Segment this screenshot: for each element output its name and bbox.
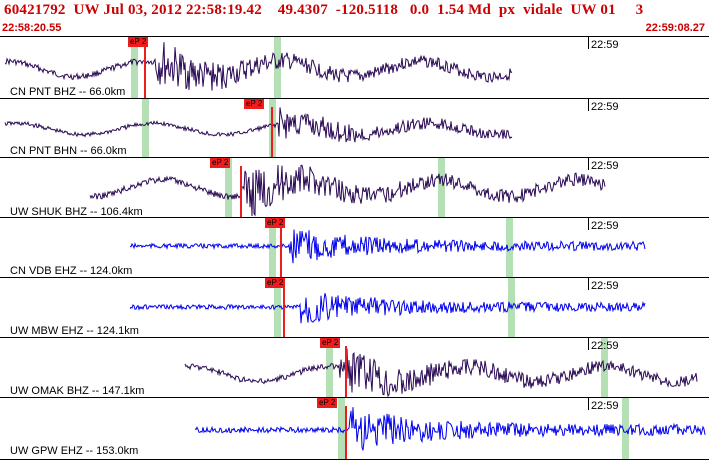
station-label: CN PNT BHN -- 66.0km (10, 145, 127, 157)
time-window-marker (506, 218, 513, 278)
time-window-marker (601, 338, 608, 398)
tick-line (588, 99, 589, 111)
event-header: 60421792 UW Jul 03, 2012 22:58:19.42 49.… (0, 0, 709, 36)
station-label: UW MBW EHZ -- 124.1km (10, 325, 139, 337)
seismogram-panel[interactable]: eP 2 22:59 CN PNT BHN -- 66.0km (0, 98, 709, 159)
phase-pick-flag[interactable]: eP 2 (244, 99, 265, 109)
phase-pick-flag[interactable]: eP 2 (320, 338, 341, 348)
tick-line (588, 338, 589, 350)
phase-pick-flag[interactable]: eP 2 (128, 37, 149, 47)
waveform-trace (184, 348, 698, 398)
pick-line[interactable] (283, 286, 285, 338)
seismogram-panel[interactable]: eP 2 22:59 UW GPW EHZ -- 153.0km (0, 397, 709, 460)
seismogram-panel[interactable]: eP 2 22:59 UW SHUK BHZ -- 106.4km (0, 157, 709, 219)
seismogram-panel[interactable]: eP 2 22:59 CN PNT BHZ -- 66.0km (0, 36, 709, 100)
phase-pick-flag[interactable]: eP 2 (317, 398, 338, 408)
time-window-marker (438, 158, 445, 218)
waveform-trace (4, 107, 513, 143)
time-window-marker (225, 158, 232, 218)
time-window-marker (131, 37, 138, 99)
pick-line[interactable] (144, 45, 146, 99)
time-tick-label: 22:59 (591, 220, 619, 232)
window-end-time: 22:59:08.27 (645, 22, 705, 34)
phase-pick-flag[interactable]: eP 2 (265, 278, 286, 288)
time-tick-label: 22:59 (591, 280, 619, 292)
time-window-marker (326, 338, 333, 398)
station-label: UW SHUK BHZ -- 106.4km (10, 206, 143, 218)
pick-line[interactable] (280, 226, 282, 278)
time-tick-label: 22:59 (591, 39, 619, 51)
tick-line (588, 37, 589, 49)
tick-line (588, 218, 589, 230)
phase-pick-flag[interactable]: eP 2 (210, 158, 231, 168)
time-window-marker (142, 99, 149, 158)
station-label: CN PNT BHZ -- 66.0km (10, 86, 126, 98)
phase-pick-flag[interactable]: eP 2 (265, 218, 286, 228)
tick-line (588, 278, 589, 290)
time-window-marker (269, 218, 276, 278)
time-window-marker (338, 398, 345, 459)
time-window-marker (622, 398, 629, 459)
station-label: UW GPW EHZ -- 153.0km (10, 445, 139, 457)
time-tick-label: 22:59 (591, 101, 619, 113)
time-tick-label: 22:59 (591, 340, 619, 352)
pick-line[interactable] (271, 107, 273, 158)
time-window-marker (274, 278, 281, 338)
pick-line[interactable] (240, 166, 242, 218)
pick-line[interactable] (345, 406, 347, 459)
window-start-time: 22:58:20.55 (2, 22, 62, 34)
waveform-trace (89, 164, 606, 217)
time-tick-label: 22:59 (591, 400, 619, 412)
waveform-trace (129, 229, 646, 264)
pick-line[interactable] (345, 346, 347, 398)
waveform-trace (129, 293, 646, 324)
seismogram-panel[interactable]: eP 2 22:59 CN VDB EHZ -- 124.0km (0, 217, 709, 279)
waveform-trace (4, 42, 513, 91)
seismogram-panel[interactable]: eP 2 22:59 UW MBW EHZ -- 124.1km (0, 277, 709, 339)
station-label: UW OMAK BHZ -- 147.1km (10, 385, 145, 397)
event-title: 60421792 UW Jul 03, 2012 22:58:19.42 49.… (4, 2, 644, 18)
tick-line (588, 398, 589, 410)
seismogram-panel[interactable]: eP 2 22:59 UW OMAK BHZ -- 147.1km (0, 337, 709, 399)
tick-line (588, 158, 589, 170)
waveform-trace (194, 407, 706, 451)
station-label: CN VDB EHZ -- 124.0km (10, 265, 133, 277)
time-tick-label: 22:59 (591, 160, 619, 172)
